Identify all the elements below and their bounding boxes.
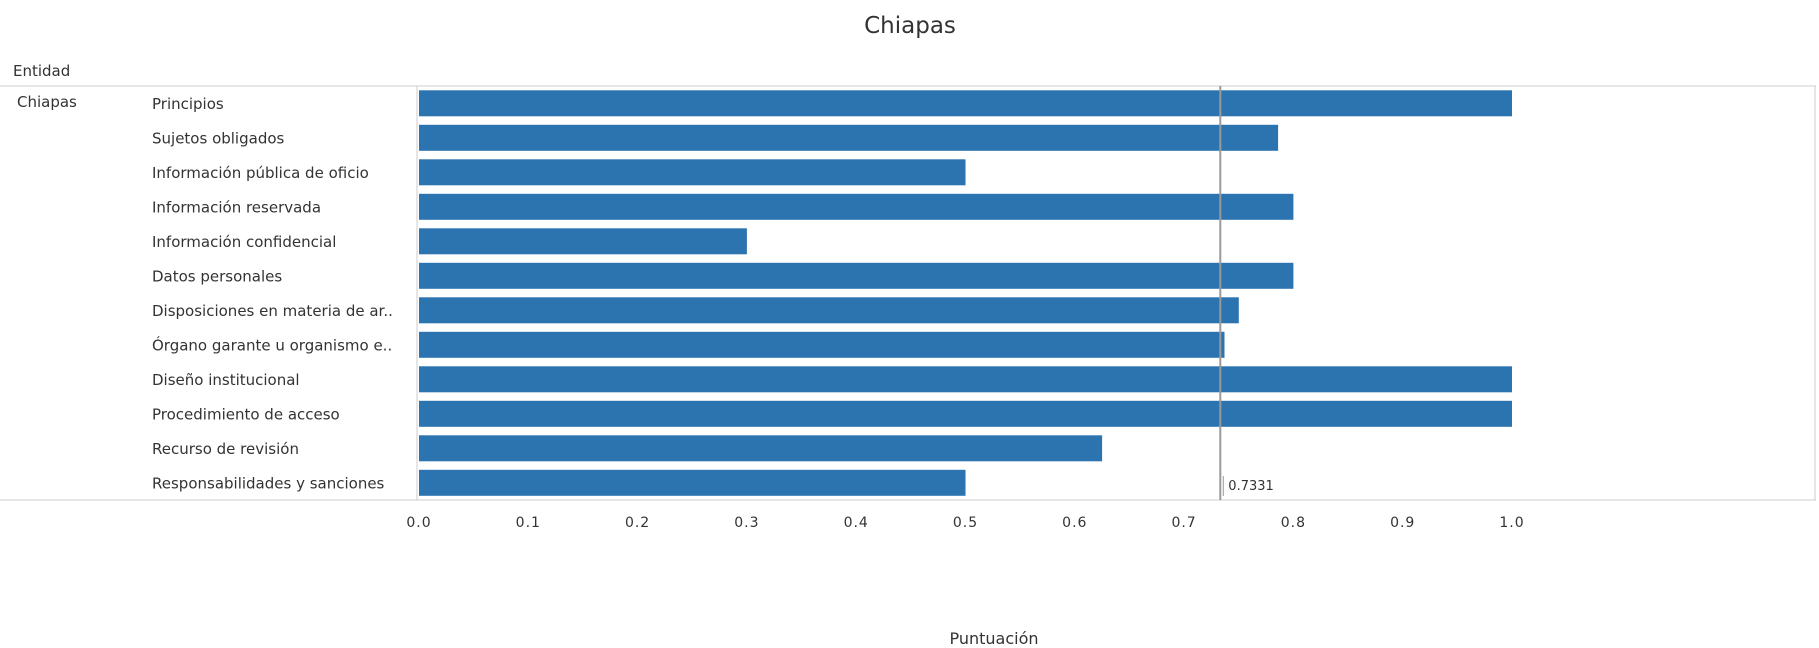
category-label: Órgano garante u organismo e.. xyxy=(152,335,392,354)
x-tick-label: 0.7 xyxy=(1171,515,1196,531)
bar[interactable] xyxy=(419,331,1225,358)
category-label: Información reservada xyxy=(152,198,321,216)
bar[interactable] xyxy=(419,262,1294,289)
category-label: Información pública de oficio xyxy=(152,164,369,182)
category-label: Procedimiento de acceso xyxy=(152,405,340,423)
bar[interactable] xyxy=(419,159,966,186)
x-tick-label: 0.8 xyxy=(1281,515,1306,531)
category-label: Responsabilidades y sanciones xyxy=(152,474,385,492)
x-tick-label: 0.2 xyxy=(625,515,650,531)
bar[interactable] xyxy=(419,400,1512,427)
x-axis-ticks: 0.0 0.1 0.2 0.3 0.4 0.5 0.6 0.7 0.8 0.9 1.0 xyxy=(406,515,1524,531)
chart-title: Chiapas xyxy=(864,13,956,39)
bar[interactable] xyxy=(419,435,1103,462)
bar[interactable] xyxy=(419,228,747,255)
x-tick-label: 0.1 xyxy=(516,515,541,531)
x-tick-label: 0.4 xyxy=(844,515,869,531)
category-label: Información confidencial xyxy=(152,233,336,251)
x-tick-label: 0.5 xyxy=(953,515,978,531)
bar[interactable] xyxy=(419,193,1294,220)
bar[interactable] xyxy=(419,124,1279,151)
bar[interactable] xyxy=(419,469,966,496)
x-tick-label: 1.0 xyxy=(1499,515,1524,531)
bars xyxy=(419,90,1512,496)
x-tick-label: 0.0 xyxy=(406,515,431,531)
category-label: Disposiciones en materia de ar.. xyxy=(152,302,393,320)
reference-line-label: 0.7331 xyxy=(1228,479,1274,494)
category-label: Sujetos obligados xyxy=(152,129,285,147)
x-tick-label: 0.9 xyxy=(1390,515,1415,531)
category-label: Principios xyxy=(152,95,224,113)
x-tick-label: 0.6 xyxy=(1062,515,1087,531)
x-axis-title: Puntuación xyxy=(949,629,1038,648)
bar[interactable] xyxy=(419,90,1512,117)
x-tick-label: 0.3 xyxy=(734,515,759,531)
bar[interactable] xyxy=(419,366,1512,393)
category-label: Datos personales xyxy=(152,267,282,285)
bar[interactable] xyxy=(419,297,1239,324)
reference-line-group: 0.7331 xyxy=(1219,86,1274,500)
category-labels: Principios Sujetos obligados Información p… xyxy=(152,95,393,493)
row-header-label: Entidad xyxy=(13,62,70,80)
entity-label: Chiapas xyxy=(17,93,77,111)
category-label: Diseño institucional xyxy=(152,371,300,389)
category-label: Recurso de revisión xyxy=(152,440,299,458)
